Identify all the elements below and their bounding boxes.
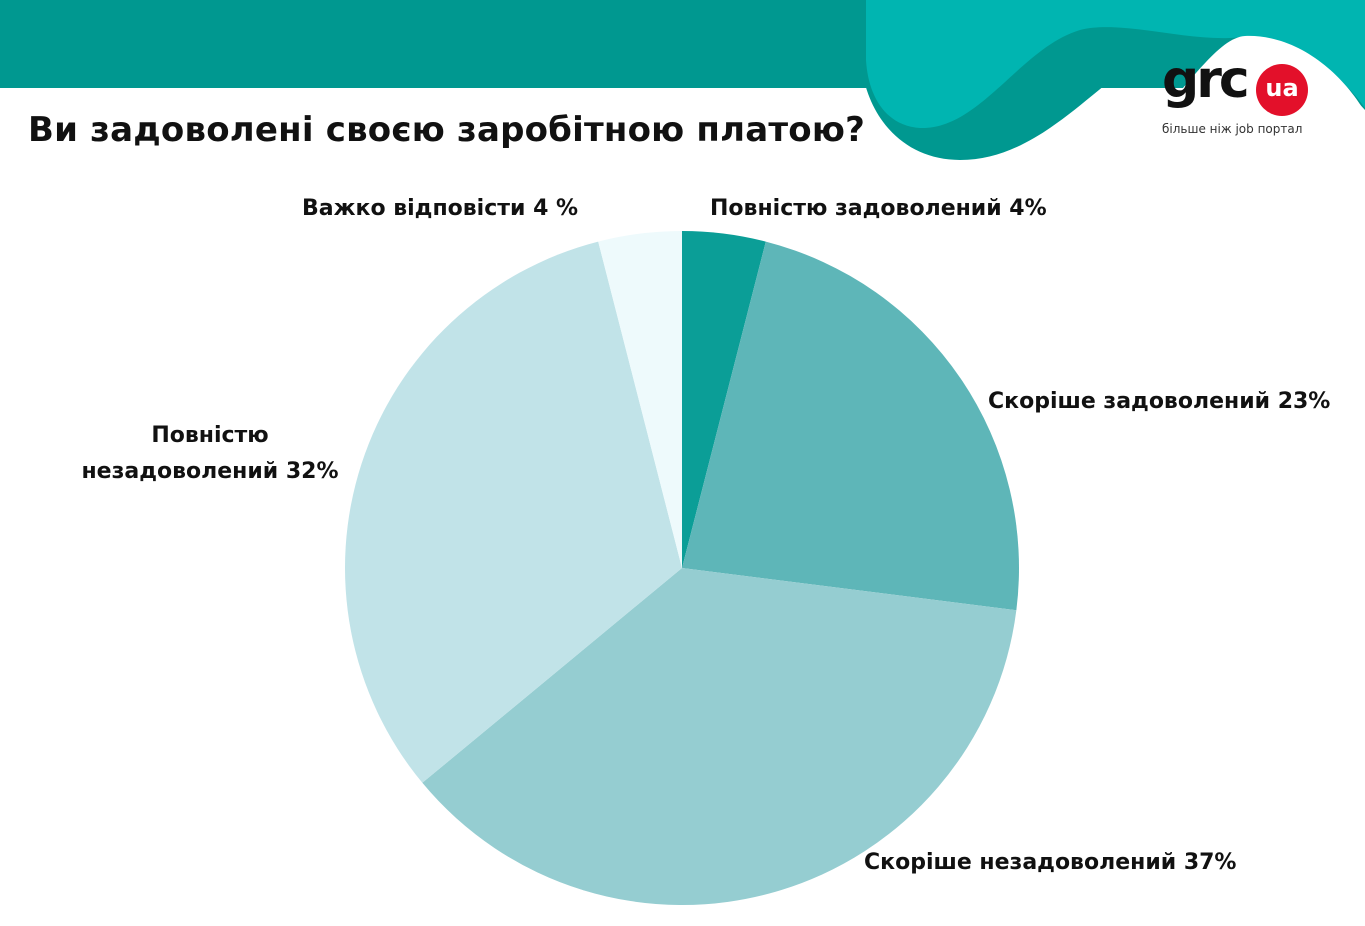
pie-slice-fully-satisfied <box>682 231 766 568</box>
pie-slice-fully-dissatisfied <box>344 241 682 783</box>
logo-wordmark: grc <box>1162 50 1250 110</box>
slice-label-fully-satisfied: Повністю задоволений 4% <box>710 196 1047 221</box>
header-wave-front <box>866 0 1365 129</box>
logo-tagline: більше ніж job портал <box>1162 122 1303 136</box>
chart-title: Ви задоволені своєю заробітною платою? <box>28 110 865 150</box>
slice-label-rather-dissatisfied: Скоріше незадоволений 37% <box>864 850 1237 875</box>
grc-ua-logo[interactable]: grc ua більше ніж job портал <box>1160 50 1320 142</box>
slice-label-rather-satisfied: Скоріше задоволений 23% <box>988 389 1331 414</box>
pie-slice-hard-to-answer <box>598 231 682 568</box>
slice-label-fully-dissatisfied: Повністю незадоволений 32% <box>81 423 339 484</box>
header-banner <box>0 0 1365 170</box>
slice-label-hard-to-answer: Важко відповісти 4 % <box>302 196 579 221</box>
pie-slice-rather-satisfied <box>682 241 1020 611</box>
logo-ua-badge: ua <box>1256 64 1308 116</box>
pie-slice-rather-dissatisfied <box>422 568 1017 906</box>
